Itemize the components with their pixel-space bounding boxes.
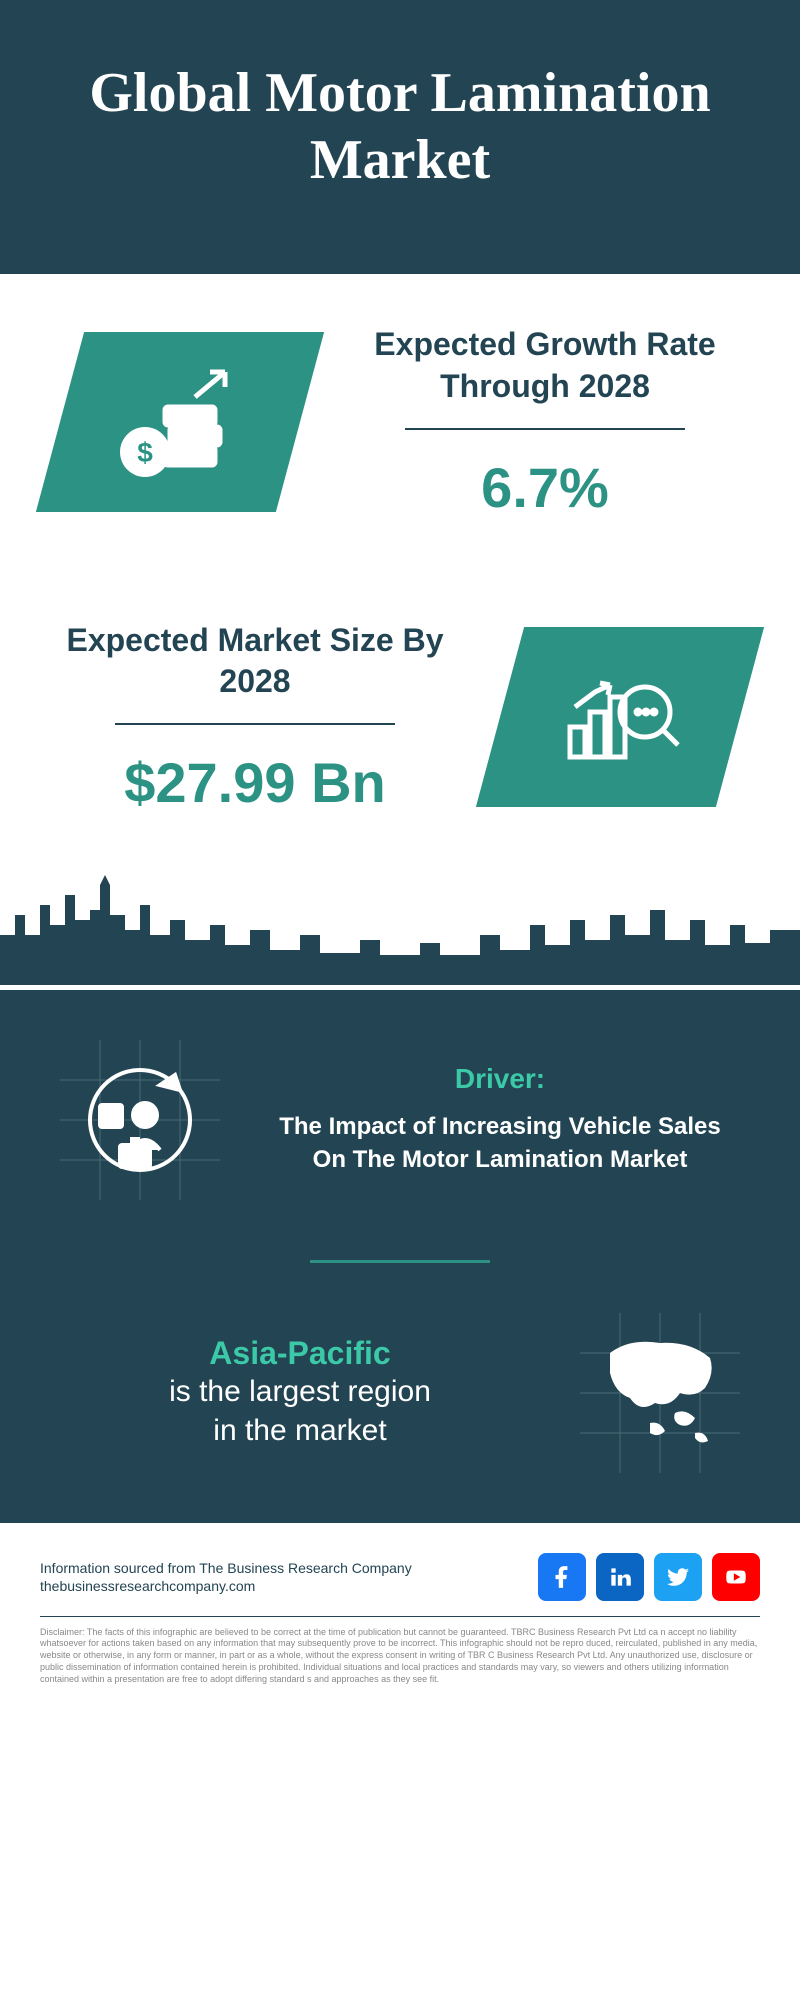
region-highlight: Asia-Pacific <box>60 1335 540 1372</box>
growth-title: Expected Growth Rate Through 2028 <box>350 324 740 407</box>
svg-text:$: $ <box>137 437 153 468</box>
driver-desc: The Impact of Increasing Vehicle Sales O… <box>260 1110 740 1177</box>
footer-line1: Information sourced from The Business Re… <box>40 1560 412 1576</box>
asia-map-icon <box>580 1313 740 1473</box>
driver-row: Driver: The Impact of Increasing Vehicle… <box>60 1040 740 1200</box>
dark-section: Driver: The Impact of Increasing Vehicle… <box>0 990 800 1523</box>
social-icons <box>538 1553 760 1601</box>
main-title: Global Motor Lamination Market <box>40 60 760 194</box>
youtube-icon[interactable] <box>712 1553 760 1601</box>
market-stat: Expected Market Size By 2028 $27.99 Bn <box>60 620 450 815</box>
footer-text: Information sourced from The Business Re… <box>40 1560 412 1594</box>
header: Global Motor Lamination Market <box>0 0 800 274</box>
market-size-section: Expected Market Size By 2028 $27.99 Bn <box>0 570 800 865</box>
driver-label: Driver: <box>260 1063 740 1095</box>
money-growth-icon: $ <box>110 362 250 482</box>
linkedin-icon[interactable] <box>596 1553 644 1601</box>
growth-rate-section: $ Expected Growth Rate Through 2028 6.7% <box>0 274 800 569</box>
market-title: Expected Market Size By 2028 <box>60 620 450 703</box>
twitter-icon[interactable] <box>654 1553 702 1601</box>
region-line3: in the market <box>60 1411 540 1450</box>
footer-row: Information sourced from The Business Re… <box>40 1553 760 1617</box>
market-value: $27.99 Bn <box>60 750 450 815</box>
footer: Information sourced from The Business Re… <box>0 1523 800 1705</box>
region-divider <box>310 1260 490 1263</box>
region-text: Asia-Pacific is the largest region in th… <box>60 1335 540 1450</box>
driver-icon <box>60 1040 220 1200</box>
region-line2: is the largest region <box>60 1372 540 1411</box>
chart-magnify-icon <box>550 657 690 777</box>
region-row: Asia-Pacific is the largest region in th… <box>60 1313 740 1473</box>
divider <box>115 723 395 725</box>
divider <box>405 428 685 430</box>
growth-icon-box: $ <box>36 332 324 512</box>
skyline-graphic <box>0 865 800 985</box>
facebook-icon[interactable] <box>538 1553 586 1601</box>
market-icon-box <box>476 627 764 807</box>
driver-text: Driver: The Impact of Increasing Vehicle… <box>260 1063 740 1177</box>
footer-line2: thebusinessresearchcompany.com <box>40 1578 412 1594</box>
disclaimer-text: Disclaimer: The facts of this infographi… <box>40 1627 760 1685</box>
growth-value: 6.7% <box>350 455 740 520</box>
growth-stat: Expected Growth Rate Through 2028 6.7% <box>350 324 740 519</box>
